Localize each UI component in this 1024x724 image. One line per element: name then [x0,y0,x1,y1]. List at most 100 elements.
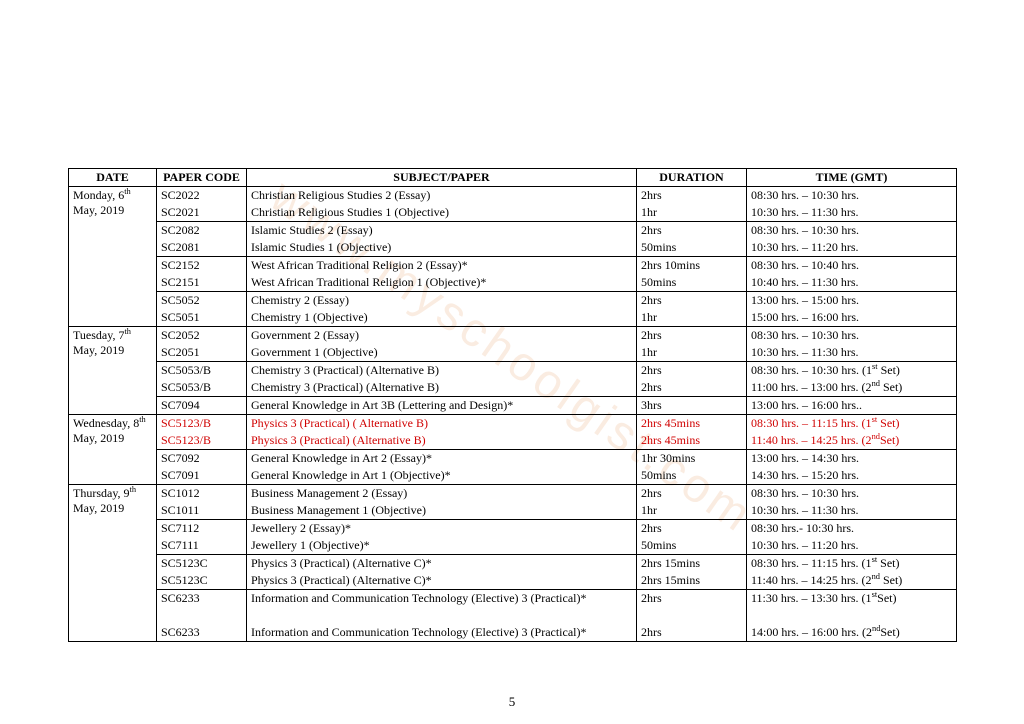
page-number: 5 [0,694,1024,710]
duration-cell: 2hrs [637,379,747,397]
col-code: PAPER CODE [157,169,247,187]
duration-cell: 50mins [637,537,747,555]
duration-cell: 1hr [637,502,747,520]
time-cell: 10:30 hrs. – 11:30 hrs. [747,344,957,362]
time-cell: 15:00 hrs. – 16:00 hrs. [747,309,957,327]
table-row: SC5123/BPhysics 3 (Practical) (Alternati… [69,432,957,450]
paper-code-cell: SC7112 [157,520,247,538]
time-cell: 10:30 hrs. – 11:30 hrs. [747,204,957,222]
paper-code-cell: SC6233 [157,590,247,608]
subject-cell: Christian Religious Studies 2 (Essay) [247,187,637,205]
subject-cell: Government 1 (Objective) [247,344,637,362]
duration-cell: 1hr 30mins [637,450,747,468]
table-row: SC5123CPhysics 3 (Practical) (Alternativ… [69,555,957,573]
time-cell: 11:40 hrs. – 14:25 hrs. (2ndSet) [747,432,957,450]
subject-cell: Christian Religious Studies 1 (Objective… [247,204,637,222]
time-cell: 08:30 hrs. – 11:15 hrs. (1st Set) [747,555,957,573]
page: www.myschoolgist.com DATE PAPER CODE SUB… [0,0,1024,724]
paper-code-cell: SC7111 [157,537,247,555]
table-row: SC7112Jewellery 2 (Essay)*2hrs08:30 hrs.… [69,520,957,538]
subject-cell: General Knowledge in Art 2 (Essay)* [247,450,637,468]
subject-cell: Jewellery 2 (Essay)* [247,520,637,538]
table-row [69,607,957,624]
table-row: SC5053/BChemistry 3 (Practical) (Alterna… [69,379,957,397]
table-row: SC2021Christian Religious Studies 1 (Obj… [69,204,957,222]
duration-cell: 1hr [637,344,747,362]
table-row: SC2152West African Traditional Religion … [69,257,957,275]
duration-cell: 2hrs 45mins [637,432,747,450]
table-head: DATE PAPER CODE SUBJECT/PAPER DURATION T… [69,169,957,187]
table-row: SC5051Chemistry 1 (Objective)1hr15:00 hr… [69,309,957,327]
subject-cell: Physics 3 (Practical) (Alternative C)* [247,572,637,590]
duration-cell: 3hrs [637,397,747,415]
paper-code-cell: SC1012 [157,485,247,503]
paper-code-cell: SC2051 [157,344,247,362]
table-row: Wednesday, 8th May, 2019SC5123/BPhysics … [69,415,957,433]
paper-code-cell: SC7092 [157,450,247,468]
subject-cell: Chemistry 2 (Essay) [247,292,637,310]
duration-cell: 50mins [637,239,747,257]
table-row: SC2082Islamic Studies 2 (Essay)2hrs08:30… [69,222,957,240]
subject-cell: General Knowledge in Art 1 (Objective)* [247,467,637,485]
time-cell: 13:00 hrs. – 14:30 hrs. [747,450,957,468]
duration-cell: 1hr [637,309,747,327]
paper-code-cell: SC7091 [157,467,247,485]
subject-cell: Islamic Studies 1 (Objective) [247,239,637,257]
col-duration: DURATION [637,169,747,187]
subject-cell [247,607,637,624]
col-time: TIME (GMT) [747,169,957,187]
duration-cell: 2hrs [637,292,747,310]
table-row: SC5123CPhysics 3 (Practical) (Alternativ… [69,572,957,590]
duration-cell: 1hr [637,204,747,222]
time-cell: 13:00 hrs. – 15:00 hrs. [747,292,957,310]
table-row: SC2151West African Traditional Religion … [69,274,957,292]
subject-cell: Chemistry 1 (Objective) [247,309,637,327]
col-subject: SUBJECT/PAPER [247,169,637,187]
table-row: SC7111Jewellery 1 (Objective)*50mins10:3… [69,537,957,555]
time-cell: 10:30 hrs. – 11:20 hrs. [747,537,957,555]
table-row: SC7091General Knowledge in Art 1 (Object… [69,467,957,485]
time-cell: 08:30 hrs. – 10:30 hrs. (1st Set) [747,362,957,380]
time-cell: 08:30 hrs. – 10:30 hrs. [747,222,957,240]
duration-cell: 2hrs 15mins [637,555,747,573]
table-row: SC2051Government 1 (Objective)1hr10:30 h… [69,344,957,362]
paper-code-cell: SC1011 [157,502,247,520]
table-row: SC7094General Knowledge in Art 3B (Lette… [69,397,957,415]
time-cell: 14:00 hrs. – 16:00 hrs. (2ndSet) [747,624,957,642]
time-cell: 08:30 hrs.- 10:30 hrs. [747,520,957,538]
table-row: SC5053/BChemistry 3 (Practical) (Alterna… [69,362,957,380]
time-cell: 10:30 hrs. – 11:30 hrs. [747,502,957,520]
paper-code-cell: SC5123/B [157,415,247,433]
subject-cell: Physics 3 (Practical) ( Alternative B) [247,415,637,433]
duration-cell: 2hrs [637,187,747,205]
exam-timetable: DATE PAPER CODE SUBJECT/PAPER DURATION T… [68,168,957,642]
table-row: Tuesday, 7th May, 2019SC2052Government 2… [69,327,957,345]
paper-code-cell: SC6233 [157,624,247,642]
paper-code-cell: SC2151 [157,274,247,292]
date-cell: Thursday, 9th May, 2019 [69,485,157,642]
subject-cell: Information and Communication Technology… [247,624,637,642]
paper-code-cell: SC5052 [157,292,247,310]
table-row: Monday, 6th May, 2019SC2022Christian Rel… [69,187,957,205]
paper-code-cell: SC2052 [157,327,247,345]
time-cell: 08:30 hrs. – 10:30 hrs. [747,187,957,205]
table-row: SC7092General Knowledge in Art 2 (Essay)… [69,450,957,468]
table-row: SC2081Islamic Studies 1 (Objective)50min… [69,239,957,257]
time-cell: 11:00 hrs. – 13:00 hrs. (2nd Set) [747,379,957,397]
paper-code-cell: SC2022 [157,187,247,205]
subject-cell: Chemistry 3 (Practical) (Alternative B) [247,379,637,397]
subject-cell: Government 2 (Essay) [247,327,637,345]
paper-code-cell: SC2152 [157,257,247,275]
time-cell: 08:30 hrs. – 10:30 hrs. [747,485,957,503]
table-row: SC6233Information and Communication Tech… [69,624,957,642]
subject-cell: Chemistry 3 (Practical) (Alternative B) [247,362,637,380]
duration-cell: 2hrs 45mins [637,415,747,433]
duration-cell: 50mins [637,467,747,485]
date-cell: Monday, 6th May, 2019 [69,187,157,327]
paper-code-cell: SC5051 [157,309,247,327]
table-row: Thursday, 9th May, 2019SC1012Business Ma… [69,485,957,503]
duration-cell: 2hrs [637,520,747,538]
subject-cell: Islamic Studies 2 (Essay) [247,222,637,240]
time-cell: 08:30 hrs. – 10:40 hrs. [747,257,957,275]
time-cell: 10:30 hrs. – 11:20 hrs. [747,239,957,257]
